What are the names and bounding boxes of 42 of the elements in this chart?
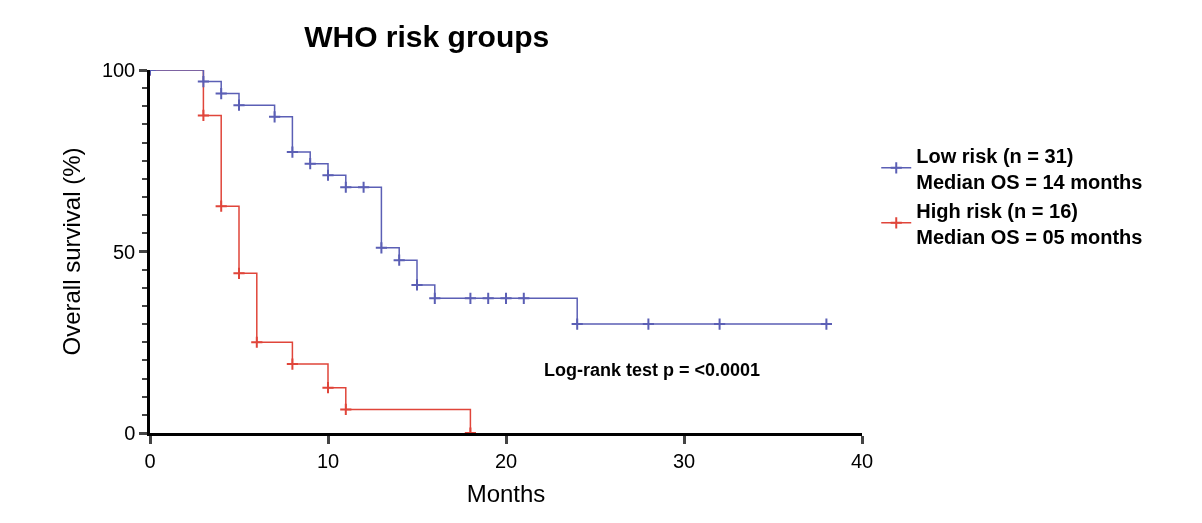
x-tick-label: 30	[672, 449, 696, 472]
point	[321, 168, 335, 182]
point	[232, 98, 246, 112]
point	[374, 241, 388, 255]
point	[232, 266, 246, 280]
point	[392, 253, 406, 267]
x-tick-label: 10	[316, 449, 340, 472]
point	[339, 402, 353, 417]
y-axis-title: Overall survival (%)	[57, 147, 85, 356]
point	[321, 381, 335, 395]
point	[463, 291, 477, 305]
legend-label: High risk (n = 16) Median OS = 05 months	[916, 199, 1143, 248]
point	[410, 278, 424, 292]
point	[268, 110, 282, 124]
point	[819, 317, 833, 331]
point	[713, 317, 727, 331]
point	[285, 145, 299, 159]
point	[196, 75, 210, 89]
point	[517, 291, 531, 305]
point	[481, 291, 495, 305]
x-tick-label: 0	[144, 449, 156, 472]
x-tick-label: 40	[850, 449, 874, 472]
point	[357, 180, 371, 194]
point	[499, 291, 513, 305]
legend-label: Low risk (n = 31) Median OS = 14 months	[916, 144, 1143, 193]
point	[428, 291, 442, 305]
point	[570, 317, 584, 331]
y-tick-label: 0	[124, 422, 136, 444]
point	[214, 87, 228, 101]
point	[196, 108, 210, 122]
point	[303, 157, 317, 171]
point	[641, 317, 655, 331]
point	[214, 199, 228, 213]
y-tick-label: 50	[113, 240, 136, 263]
y-tick-label: 100	[101, 59, 136, 81]
chart-title: WHO risk groups	[304, 20, 550, 54]
point	[250, 335, 264, 349]
point	[285, 357, 299, 371]
x-tick-label: 20	[494, 449, 518, 472]
point	[339, 180, 353, 194]
x-axis-title: Months	[466, 480, 546, 508]
annotation: Log-rank test p = <0.0001	[544, 360, 761, 380]
